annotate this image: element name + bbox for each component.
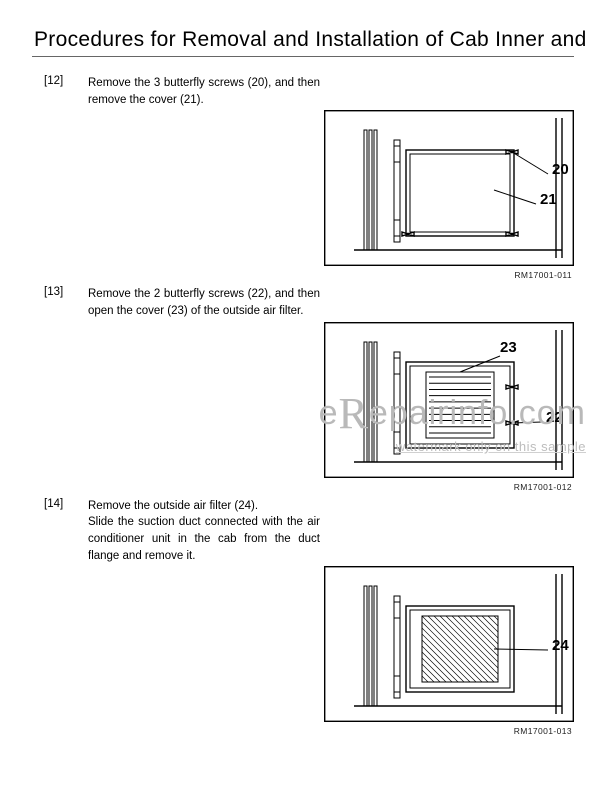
svg-text:22: 22 <box>546 409 563 426</box>
figure-14: 24 RM17001-013 <box>324 566 574 722</box>
figure-12: 2021 RM17001-011 <box>324 110 574 266</box>
figure-code: RM17001-012 <box>514 482 572 492</box>
svg-text:24: 24 <box>552 637 569 654</box>
svg-text:20: 20 <box>552 161 569 178</box>
page-title: Procedures for Removal and Installation … <box>34 28 574 52</box>
step-text: Remove the 3 butterfly screws (20), and … <box>88 75 320 108</box>
step-13: [13] Remove the 2 butterfly screws (22),… <box>32 286 574 319</box>
figure-code: RM17001-013 <box>514 726 572 736</box>
step-number: [14] <box>32 498 88 510</box>
step-text: Remove the 2 butterfly screws (22), and … <box>88 286 320 319</box>
step-number: [13] <box>32 286 88 298</box>
step-number: [12] <box>32 75 88 87</box>
svg-text:21: 21 <box>540 191 557 208</box>
step-text: Remove the outside air filter (24). Slid… <box>88 498 320 565</box>
title-rule <box>32 56 574 57</box>
figure-code: RM17001-011 <box>514 270 572 280</box>
svg-text:23: 23 <box>500 339 517 356</box>
step-14: [14] Remove the outside air filter (24).… <box>32 498 574 565</box>
step-text-line1: Remove the outside air filter (24). <box>88 500 258 512</box>
step-12: [12] Remove the 3 butterfly screws (20),… <box>32 75 574 108</box>
figure-13: 2322 RM17001-012 <box>324 322 574 478</box>
step-text-rest: Slide the suction duct connected with th… <box>88 516 320 561</box>
